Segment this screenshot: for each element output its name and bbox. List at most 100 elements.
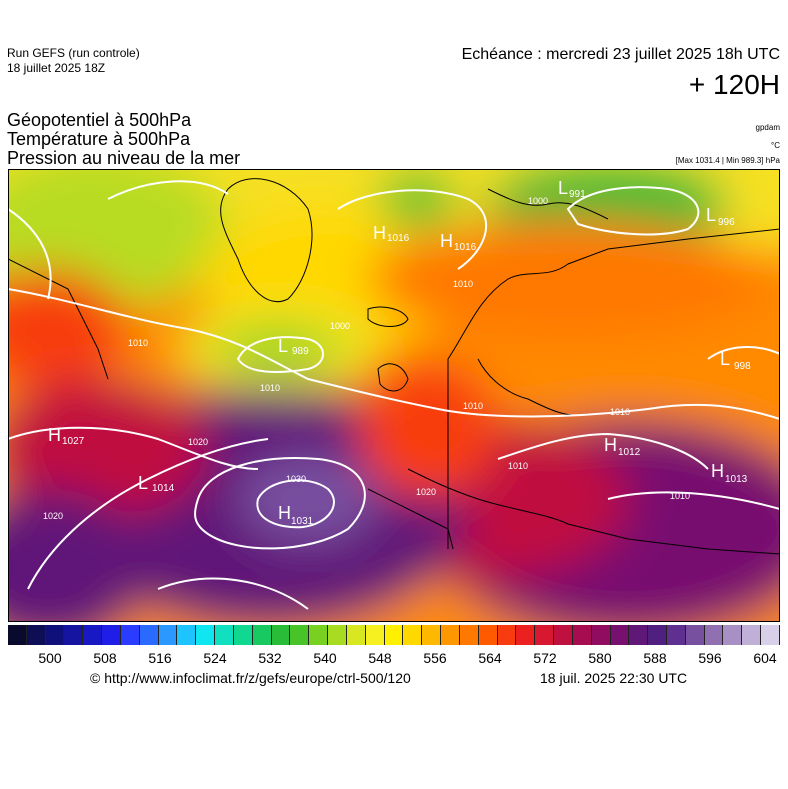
unit-geopotential: gpdam [755, 123, 780, 132]
isobar-label: 1020 [188, 437, 208, 447]
color-swatch [83, 625, 103, 645]
run-date: 18 juillet 2025 18Z [7, 61, 106, 75]
color-swatch [535, 625, 555, 645]
pressure-center-value: 1014 [152, 483, 175, 494]
color-swatch [177, 625, 197, 645]
color-swatch [64, 625, 84, 645]
color-scale-tick-label: 540 [313, 650, 337, 666]
color-swatch [384, 625, 404, 645]
color-swatch [478, 625, 498, 645]
color-swatch [761, 625, 780, 645]
pressure-centers: H 1016 H 1016 L 991 L 996 L 989 L 998 H … [48, 178, 751, 527]
color-swatch [233, 625, 253, 645]
color-swatch [403, 625, 423, 645]
pressure-center-value: 1016 [387, 233, 410, 244]
color-scale-tick-label: 604 [753, 650, 777, 666]
color-swatch [629, 625, 649, 645]
color-swatch [459, 625, 479, 645]
color-scale-tick-label: 548 [368, 650, 392, 666]
color-swatch [648, 625, 667, 645]
pressure-center-value: 998 [734, 361, 751, 372]
copyright-text: © http://www.infoclimat.fr/z/gefs/europe… [90, 670, 411, 686]
pressure-center-letter: L [138, 473, 148, 493]
color-swatch [422, 625, 442, 645]
color-swatch [328, 625, 347, 645]
pressure-center-letter: L [720, 349, 730, 369]
color-swatch [45, 625, 65, 645]
color-swatch [215, 625, 234, 645]
color-swatch [26, 625, 46, 645]
color-swatch [365, 625, 385, 645]
color-swatch [572, 625, 592, 645]
generation-timestamp: 18 juil. 2025 22:30 UTC [540, 670, 688, 686]
color-swatch [290, 625, 310, 645]
color-swatch [271, 625, 291, 645]
color-swatch [742, 625, 762, 645]
color-swatch [666, 625, 686, 645]
color-scale-tick-label: 580 [588, 650, 612, 666]
color-scale-tick-label: 564 [478, 650, 502, 666]
isobar-label: 1020 [416, 487, 436, 497]
pressure-center-value: 996 [718, 217, 735, 228]
isobar-label: 1020 [43, 511, 63, 521]
isobar-label: 1030 [286, 474, 306, 484]
color-swatch [610, 625, 630, 645]
unit-pressure-range: [Max 1031.4 | Min 989.3] hPa [675, 156, 780, 165]
color-swatch [516, 625, 536, 645]
pressure-center-value: 1027 [62, 436, 85, 447]
isobar-labels: 1010 1020 1030 1000 1010 1010 1010 1020 … [43, 196, 690, 521]
color-swatch [196, 625, 216, 645]
pressure-center-letter: L [706, 205, 716, 225]
pressure-center-value: 1016 [454, 242, 477, 253]
color-scale-tick-label: 516 [148, 650, 172, 666]
map-frame [8, 169, 780, 622]
parameter-geopotential: Géopotentiel à 500hPa [7, 110, 192, 130]
color-swatch [346, 625, 366, 645]
color-scale-tick-label: 500 [38, 650, 62, 666]
color-scale-tick-label: 596 [698, 650, 722, 666]
pressure-center-letter: H [278, 503, 291, 523]
isobar-label: 1010 [453, 279, 473, 289]
pressure-center-letter: L [278, 336, 288, 356]
isobar-label: 1010 [260, 383, 280, 393]
isobars [8, 180, 780, 610]
color-scale-tick-label: 508 [93, 650, 117, 666]
isobar-label: 1010 [610, 407, 630, 417]
unit-temperature: °C [771, 141, 780, 150]
parameter-pressure: Pression au niveau de la mer [7, 148, 241, 168]
isobar-label: 1010 [670, 491, 690, 501]
pressure-center-value: 991 [569, 189, 586, 200]
geopotential-field [8, 169, 780, 622]
color-swatch [102, 625, 121, 645]
color-swatch [252, 625, 272, 645]
color-scale-tick-label: 524 [203, 650, 227, 666]
color-scale [8, 625, 780, 645]
color-swatch [8, 625, 27, 645]
color-swatch [441, 625, 460, 645]
weather-map: H 1016 H 1016 L 991 L 996 L 989 L 998 H … [8, 169, 780, 622]
color-swatch [704, 625, 724, 645]
color-swatch [554, 625, 573, 645]
pressure-center-value: 1013 [725, 474, 748, 485]
color-scale-tick-label: 532 [258, 650, 282, 666]
color-swatch [158, 625, 178, 645]
color-swatch [497, 625, 517, 645]
isobar-label: 1010 [128, 338, 148, 348]
pressure-center-letter: H [604, 435, 617, 455]
isobar-label: 1010 [463, 401, 483, 411]
pressure-center-letter: H [711, 461, 724, 481]
color-scale-tick-label: 556 [423, 650, 447, 666]
pressure-center-value: 989 [292, 346, 309, 357]
isobar-label: 1000 [528, 196, 548, 206]
color-scale-tick-label: 572 [533, 650, 557, 666]
color-swatch [120, 625, 140, 645]
pressure-center-letter: H [440, 231, 453, 251]
isobar-label: 1000 [330, 321, 350, 331]
pressure-center-letter: H [48, 425, 61, 445]
isobar-label: 1010 [508, 461, 528, 471]
color-swatch [723, 625, 743, 645]
pressure-center-value: 1012 [618, 447, 641, 458]
run-label: Run GEFS (run controle) [7, 46, 140, 60]
pressure-center-letter: L [558, 178, 568, 198]
lead-time: + 120H [688, 69, 780, 100]
